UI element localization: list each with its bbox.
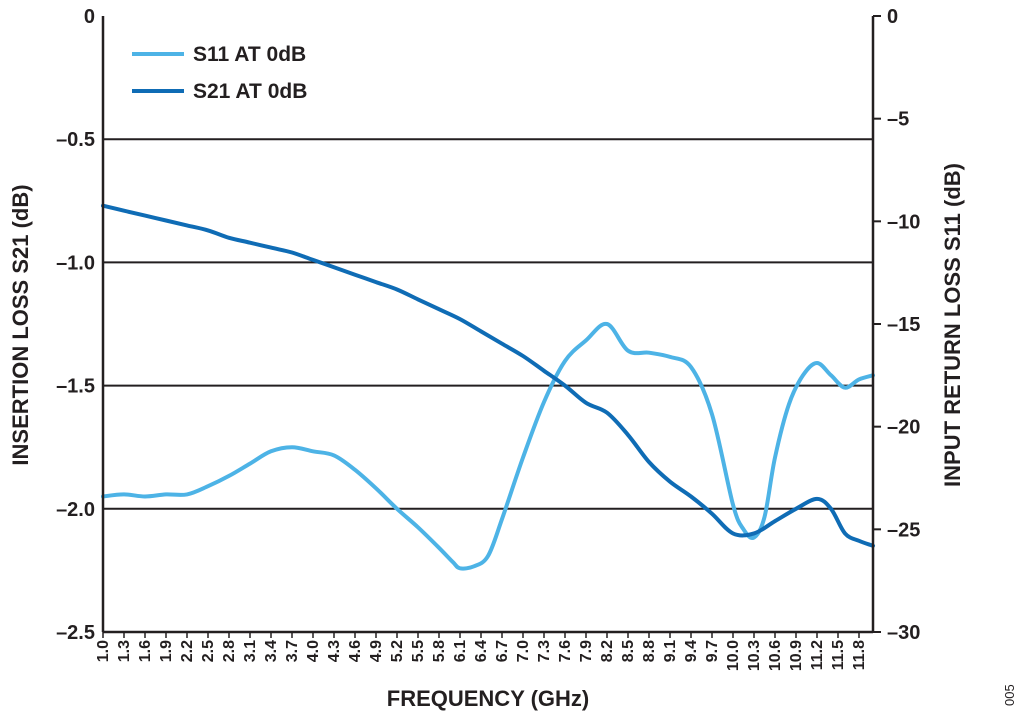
right-tick-label: –10 — [887, 211, 920, 233]
x-tick-label: 2.8 — [221, 640, 238, 662]
x-tick-label: 4.9 — [368, 640, 385, 662]
left-tick-label: –2.0 — [56, 499, 95, 521]
legend-label-s11: S11 AT 0dB — [193, 43, 306, 66]
plot-frame — [101, 16, 875, 634]
x-tick-label: 7.9 — [578, 640, 595, 662]
left-axis-title: INSERTION LOSS S21 (dB) — [8, 184, 33, 465]
x-tick-label: 1.6 — [137, 640, 154, 662]
x-tick-label: 10.0 — [725, 640, 742, 671]
right-axis-title: INPUT RETURN LOSS S11 (dB) — [940, 163, 965, 487]
x-tick-label: 8.2 — [599, 640, 616, 662]
x-tick-label: 5.2 — [389, 640, 406, 662]
right-tick-label: –5 — [887, 109, 909, 131]
x-tick-label: 3.7 — [284, 640, 301, 662]
s21-series-line — [101, 203, 875, 548]
x-tick-label: 8.5 — [620, 640, 637, 662]
legend-label-s21: S21 AT 0dB — [193, 80, 307, 103]
x-tick-label: 4.0 — [305, 640, 322, 662]
x-tick-label: 8.8 — [641, 640, 658, 662]
x-tick-label: 11.8 — [851, 640, 868, 670]
x-tick-label: 3.4 — [263, 640, 280, 662]
left-axis-ticks: 0 –0.5 –1.0 –1.5 –2.0 –2.5 — [56, 6, 95, 644]
x-tick-label: 4.6 — [347, 640, 364, 662]
right-tick-label: –20 — [887, 417, 920, 439]
right-axis-ticks: 0 –5 –10 –15 –20 –25 –30 — [873, 6, 920, 644]
x-tick-label: 3.1 — [242, 640, 259, 662]
left-tick-label: 0 — [84, 6, 95, 28]
x-axis-ticks: 1.0 1.3 1.6 1.9 2.2 2.5 2.8 3.1 3.4 3.7 4.0 4.3 4.6 4… — [95, 632, 868, 671]
x-tick-label: 10.6 — [767, 640, 784, 671]
right-tick-label: 0 — [887, 6, 898, 28]
x-tick-label: 9.1 — [662, 640, 679, 662]
s11-series-line — [101, 321, 875, 571]
x-tick-label: 9.7 — [704, 640, 721, 662]
x-axis-title: FREQUENCY (GHz) — [387, 686, 590, 711]
left-tick-label: –0.5 — [56, 129, 95, 151]
x-tick-label: 5.5 — [410, 640, 427, 662]
right-tick-label: –25 — [887, 519, 920, 541]
x-tick-label: 6.1 — [452, 640, 469, 662]
x-tick-label: 9.4 — [683, 640, 700, 662]
series-lines — [101, 203, 875, 571]
x-tick-label: 11.2 — [809, 640, 826, 670]
x-tick-label: 7.0 — [515, 640, 532, 662]
x-tick-label: 1.0 — [95, 640, 112, 662]
right-tick-label: –30 — [887, 622, 920, 644]
x-tick-label: 10.3 — [746, 640, 763, 671]
x-tick-label: 1.3 — [116, 640, 133, 662]
x-tick-label: 10.9 — [788, 640, 805, 671]
x-tick-label: 11.5 — [830, 640, 847, 670]
x-tick-label: 5.8 — [431, 640, 448, 662]
left-tick-label: –1.5 — [56, 376, 95, 398]
x-tick-label: 7.3 — [536, 640, 553, 662]
x-tick-label: 2.2 — [179, 640, 196, 662]
legend: S11 AT 0dB S21 AT 0dB — [132, 43, 307, 103]
left-tick-label: –2.5 — [56, 622, 95, 644]
x-tick-label: 7.6 — [557, 640, 574, 662]
x-tick-label: 6.4 — [473, 640, 490, 662]
x-tick-label: 2.5 — [200, 640, 217, 662]
x-tick-label: 1.9 — [158, 640, 175, 662]
figure-id: 005 — [1002, 684, 1017, 706]
right-tick-label: –15 — [887, 314, 920, 336]
x-tick-label: 6.7 — [494, 640, 511, 662]
left-tick-label: –1.0 — [56, 252, 95, 274]
x-tick-label: 4.3 — [326, 640, 343, 662]
grid-lines — [103, 138, 873, 510]
